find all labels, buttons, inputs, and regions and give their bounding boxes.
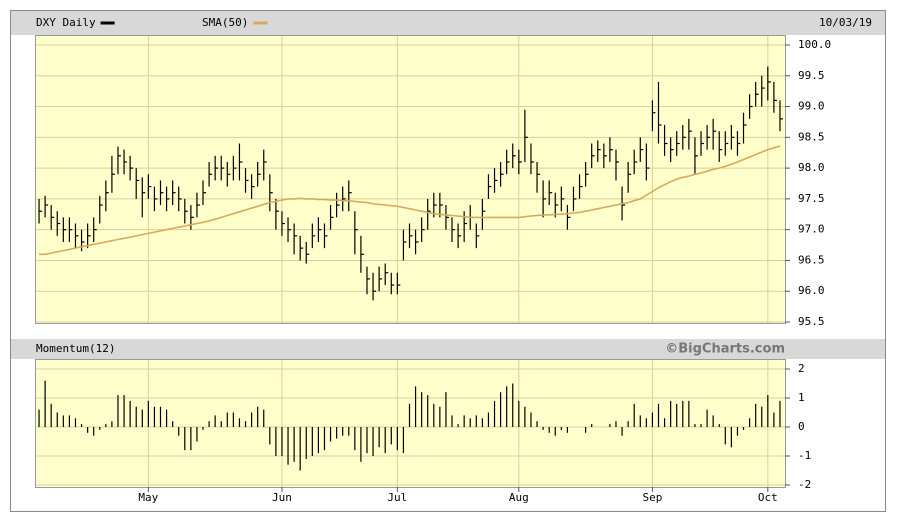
date-label: 10/03/19 — [819, 16, 872, 29]
y-tick-label: 99.0 — [798, 100, 825, 113]
y-tick-label: 1 — [798, 391, 805, 404]
momentum-title: Momentum(12) — [36, 342, 115, 355]
x-tick-label: Jul — [387, 491, 407, 504]
y-tick-label: -2 — [798, 478, 811, 491]
y-tick-label: 2 — [798, 362, 805, 375]
legend-label: DXY Daily — [36, 16, 96, 29]
y-tick-label: -1 — [798, 449, 811, 462]
sma-line — [39, 145, 781, 256]
momentum-header-bar — [11, 339, 885, 359]
y-tick-label: 97.5 — [798, 192, 825, 205]
x-tick-label: Aug — [509, 491, 529, 504]
x-tick-label: Sep — [642, 491, 662, 504]
y-tick-label: 97.0 — [798, 223, 825, 236]
legend-label: SMA(50) — [202, 16, 248, 29]
y-tick-label: 96.0 — [798, 284, 825, 297]
y-tick-label: 99.5 — [798, 69, 825, 82]
price-plot — [35, 35, 786, 324]
y-tick-label: 98.0 — [798, 161, 825, 174]
x-tick-label: Oct — [758, 491, 778, 504]
x-tick-label: May — [138, 491, 158, 504]
y-tick-label: 0 — [798, 420, 805, 433]
y-tick-label: 100.0 — [798, 38, 831, 51]
watermark: ©BigCharts.com — [665, 342, 785, 357]
x-tick-label: Jun — [272, 491, 292, 504]
y-tick-label: 98.5 — [798, 130, 825, 143]
y-tick-label: 95.5 — [798, 315, 825, 328]
header-bar — [11, 11, 885, 35]
y-tick-label: 96.5 — [798, 253, 825, 266]
